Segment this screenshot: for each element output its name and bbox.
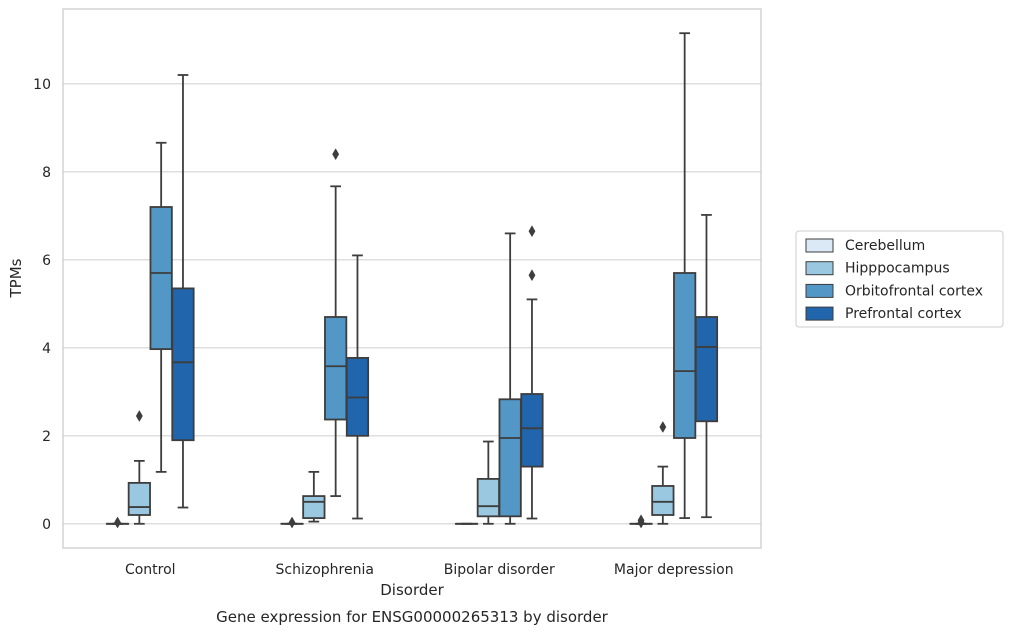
box-hipppocampus (303, 472, 324, 522)
y-tick-label: 4 (42, 341, 51, 357)
outlier-point (114, 517, 120, 528)
box-cerebellum (107, 517, 128, 528)
y-tick-label: 6 (42, 253, 51, 269)
outlier-point (660, 422, 666, 433)
x-tick-label: Schizophrenia (276, 562, 374, 578)
box-iqr (652, 486, 673, 515)
x-tick-label: Control (125, 562, 176, 578)
legend-label: Prefrontal cortex (845, 306, 962, 322)
box-iqr (129, 483, 150, 515)
box-iqr (499, 399, 520, 516)
outlier-point (136, 411, 142, 422)
y-axis-label: TPMs (7, 258, 25, 298)
y-tick-label: 8 (42, 165, 51, 181)
box-iqr (303, 496, 324, 518)
box-iqr (521, 394, 542, 467)
legend-swatch (806, 284, 833, 297)
box-orbitofrontal-cortex (674, 33, 695, 518)
legend-label: Orbitofrontal cortex (845, 283, 983, 299)
chart-title: Gene expression for ENSG00000265313 by d… (216, 608, 609, 626)
box-iqr (478, 479, 499, 516)
box-hipppocampus (129, 411, 150, 524)
box-orbitofrontal-cortex (150, 143, 171, 472)
box-orbitofrontal-cortex (499, 233, 520, 523)
box-iqr (696, 317, 717, 421)
x-tick-labels: Control Schizophrenia Bipolar disorder Majo… (125, 562, 734, 578)
outlier-point (289, 517, 295, 528)
box-hipppocampus (652, 422, 673, 524)
box-iqr (325, 317, 346, 420)
y-tick-labels: 0 2 4 6 8 10 (33, 77, 51, 533)
box-prefrontal-cortex (521, 226, 542, 519)
y-tick-label: 10 (33, 77, 51, 93)
box-iqr (172, 288, 193, 440)
x-axis-label: Disorder (380, 581, 444, 599)
legend-label: Cerebellum (845, 238, 925, 254)
x-tick-label: Bipolar disorder (444, 562, 555, 578)
box-orbitofrontal-cortex (325, 149, 346, 496)
legend-label: Hipppocampus (845, 261, 950, 277)
outlier-point (333, 149, 339, 160)
box-cerebellum (281, 517, 302, 528)
legend: Cerebellum Hipppocampus Orbitofrontal cort… (796, 231, 1003, 327)
outlier-point (529, 226, 535, 237)
box-cerebellum (630, 515, 651, 528)
box-hipppocampus (478, 442, 499, 524)
y-tick-label: 2 (42, 429, 51, 445)
x-tick-label: Major depression (614, 562, 734, 578)
box-prefrontal-cortex (172, 75, 193, 508)
legend-swatch (806, 307, 833, 320)
legend-swatch (806, 262, 833, 275)
outlier-point (529, 270, 535, 281)
box-iqr (150, 207, 171, 349)
box-plot-marks (107, 33, 717, 528)
y-tick-label: 0 (42, 517, 51, 533)
legend-swatch (806, 239, 833, 252)
box-prefrontal-cortex (347, 255, 368, 518)
box-iqr (674, 273, 695, 438)
